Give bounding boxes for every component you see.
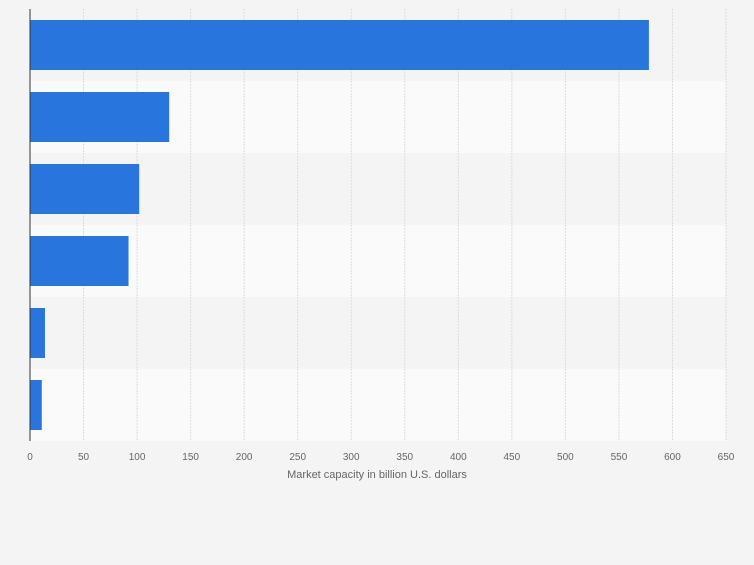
x-tick-label: 300 [343, 452, 360, 463]
x-tick-label: 0 [27, 452, 33, 463]
row-band [30, 369, 726, 441]
x-tick-label: 200 [236, 452, 253, 463]
bar [30, 164, 140, 214]
grid-lines [83, 9, 727, 441]
row-band [30, 225, 726, 297]
x-tick-label: 600 [664, 452, 681, 463]
bar [30, 20, 649, 70]
x-tick-label: 450 [504, 452, 521, 463]
x-tick-label: 150 [182, 452, 199, 463]
bar [30, 380, 42, 430]
x-tick-label: 650 [718, 452, 735, 463]
x-tick-label: 350 [396, 452, 413, 463]
bars [30, 20, 649, 430]
row-band [30, 153, 726, 225]
bar [30, 308, 45, 358]
bar [30, 236, 129, 286]
row-band [30, 297, 726, 369]
x-axis-title: Market capacity in billion U.S. dollars [287, 469, 467, 481]
x-tick-label: 500 [557, 452, 574, 463]
bar [30, 92, 170, 142]
row-bands [30, 9, 726, 441]
x-tick-label: 400 [450, 452, 467, 463]
x-axis-ticks: 0 50 100 150 200 250 300 350 400 450 500 550 600 650 [27, 452, 735, 463]
x-tick-label: 550 [611, 452, 628, 463]
x-tick-label: 100 [129, 452, 146, 463]
x-tick-label: 50 [78, 452, 90, 463]
x-tick-label: 250 [289, 452, 306, 463]
